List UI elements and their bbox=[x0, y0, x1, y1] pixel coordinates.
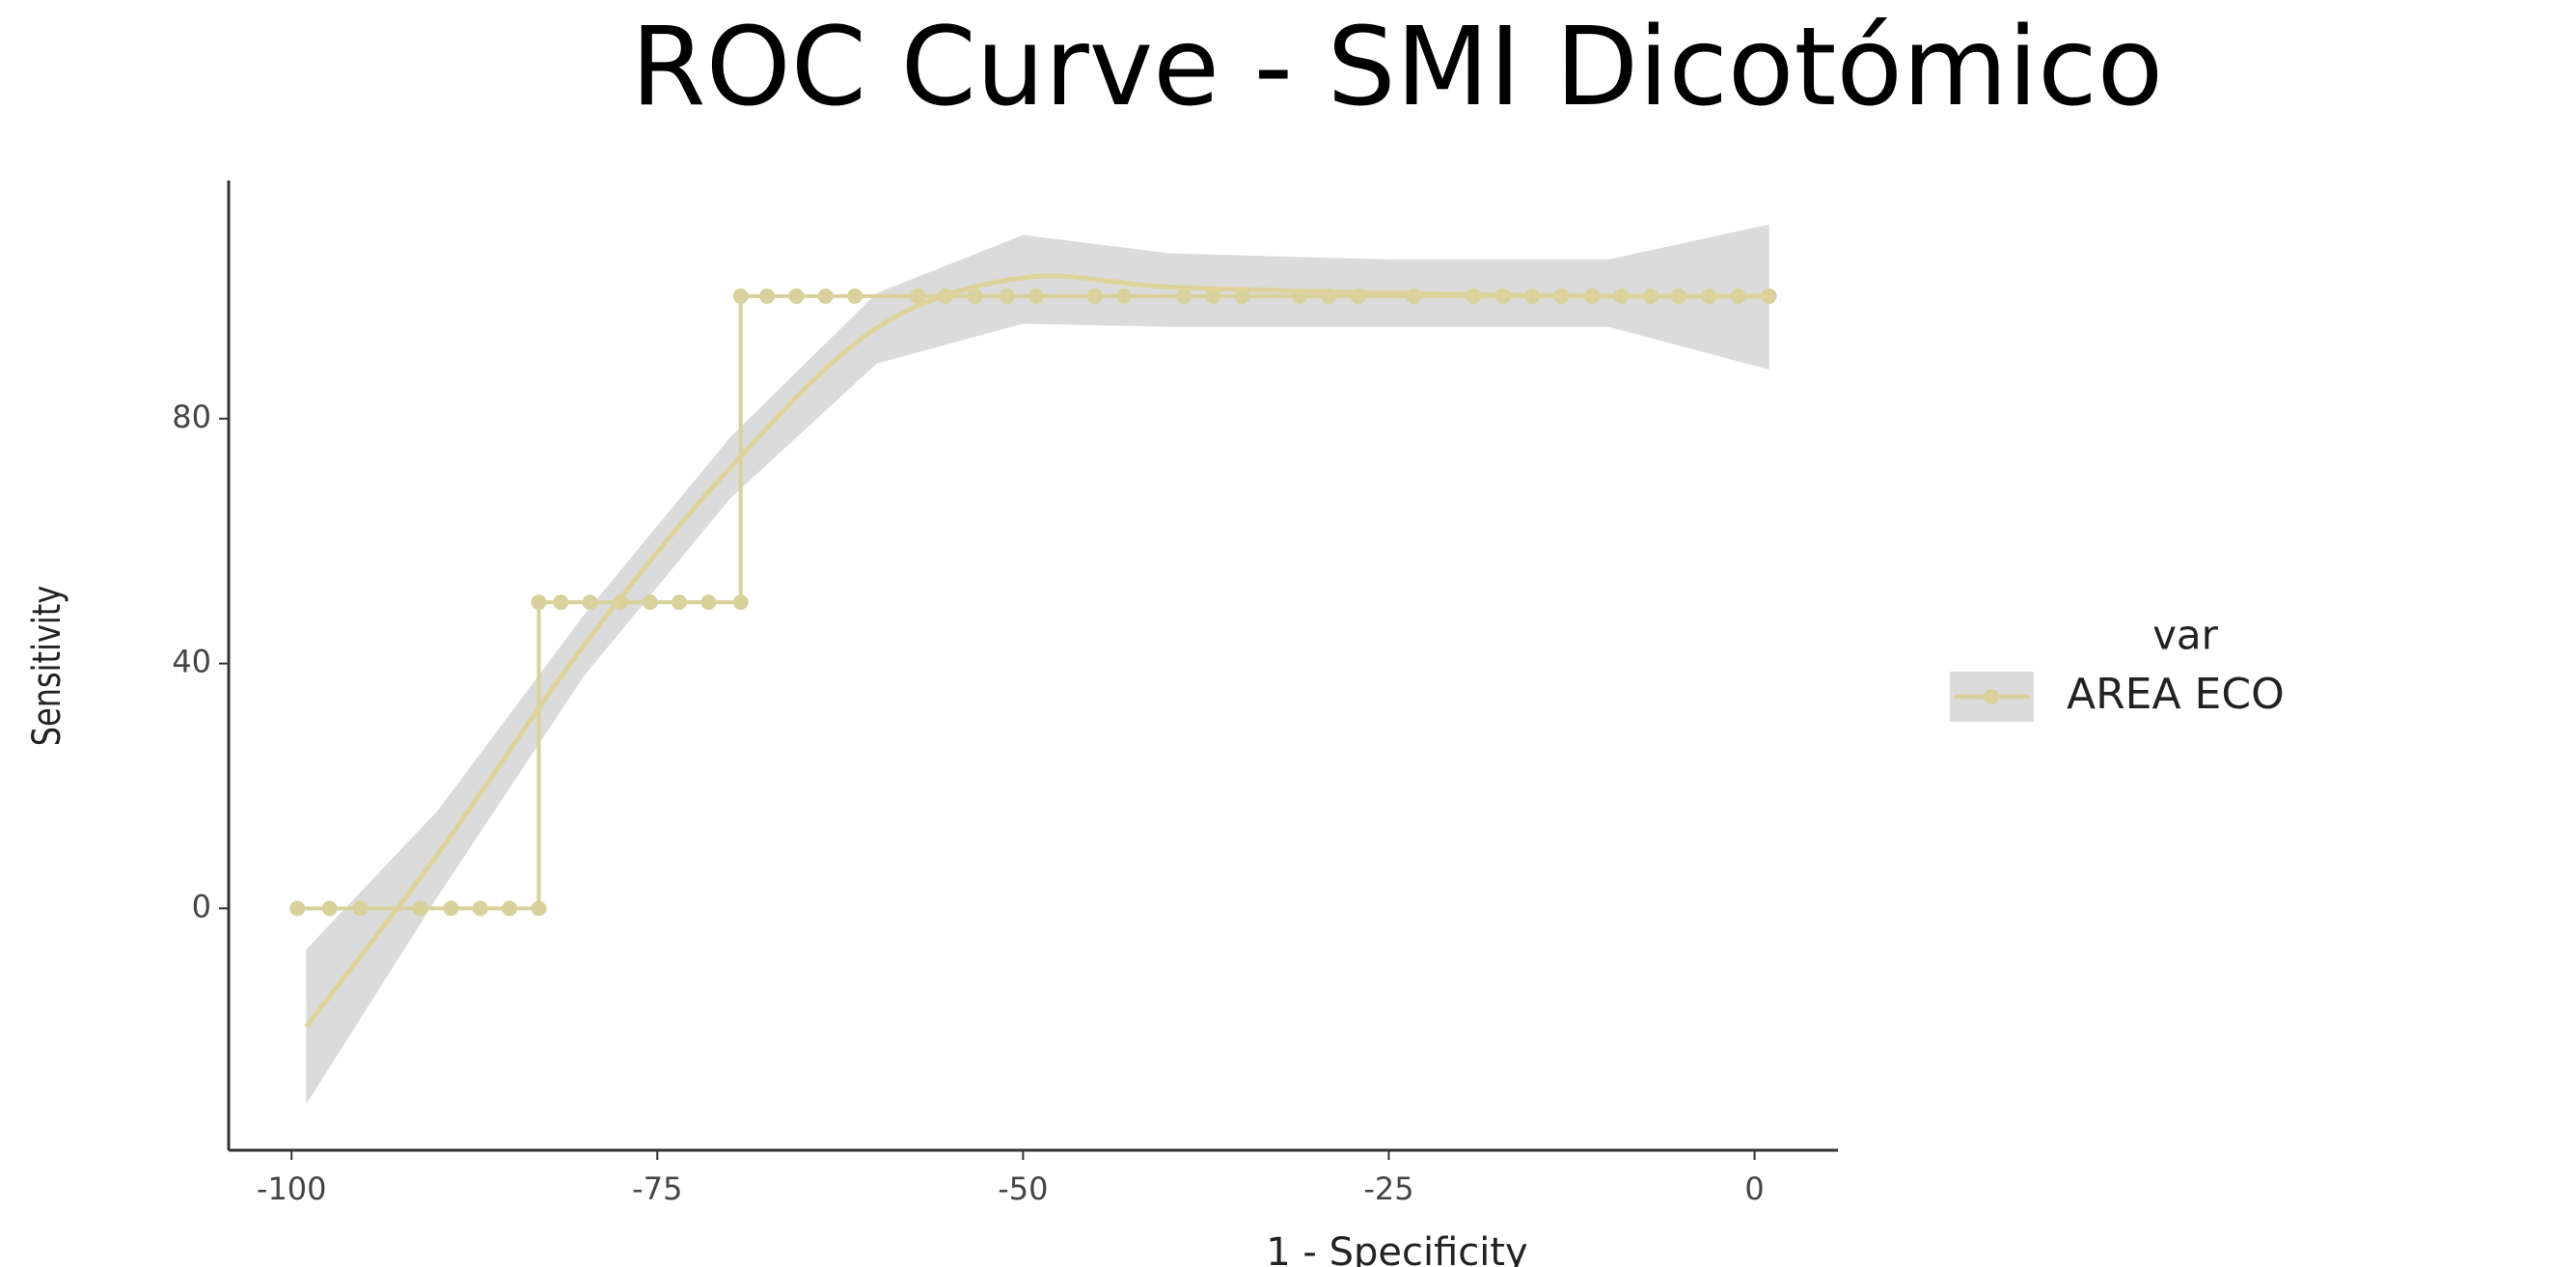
point bbox=[788, 288, 805, 304]
point bbox=[289, 900, 306, 917]
y-tick-label: 0 bbox=[192, 888, 211, 924]
point bbox=[531, 594, 547, 611]
point bbox=[1028, 288, 1045, 304]
confidence-band bbox=[306, 224, 1769, 1105]
point bbox=[847, 288, 863, 304]
point bbox=[817, 288, 834, 304]
x-tick-label: -50 bbox=[998, 1171, 1048, 1207]
point bbox=[732, 594, 749, 611]
point bbox=[502, 900, 518, 917]
point bbox=[1406, 288, 1422, 304]
y-tick-label: 40 bbox=[172, 644, 211, 680]
y-axis-label: Sensitivity bbox=[23, 586, 69, 747]
point bbox=[1116, 288, 1133, 304]
x-axis-label: 1 - Specificity bbox=[1266, 1230, 1527, 1267]
point bbox=[759, 288, 776, 304]
point bbox=[1086, 288, 1103, 304]
point bbox=[321, 900, 338, 917]
point bbox=[1205, 288, 1221, 304]
point bbox=[582, 594, 598, 611]
point bbox=[732, 288, 749, 304]
point bbox=[472, 900, 488, 917]
legend-point bbox=[1984, 689, 1999, 704]
legend-title: var bbox=[2152, 612, 2219, 659]
point bbox=[1176, 288, 1192, 304]
smooth-line bbox=[304, 273, 1769, 1029]
point bbox=[352, 900, 369, 917]
point bbox=[531, 900, 547, 917]
point bbox=[1234, 288, 1250, 304]
x-tick-label: 0 bbox=[1744, 1171, 1764, 1207]
point bbox=[553, 594, 569, 611]
legend-label: AREA ECO bbox=[2067, 670, 2285, 719]
point bbox=[910, 288, 926, 304]
y-tick-label: 80 bbox=[172, 399, 211, 435]
point bbox=[999, 288, 1015, 304]
x-tick-label: -75 bbox=[632, 1171, 682, 1207]
point bbox=[443, 900, 459, 917]
x-tick-label: -25 bbox=[1363, 1171, 1413, 1207]
point bbox=[700, 594, 717, 611]
point bbox=[412, 900, 428, 917]
point bbox=[642, 594, 658, 611]
point bbox=[671, 594, 688, 611]
x-tick-label: -100 bbox=[257, 1171, 327, 1207]
point bbox=[967, 288, 983, 304]
chart-title: ROC Curve - SMI Dicotómico bbox=[631, 5, 2163, 130]
